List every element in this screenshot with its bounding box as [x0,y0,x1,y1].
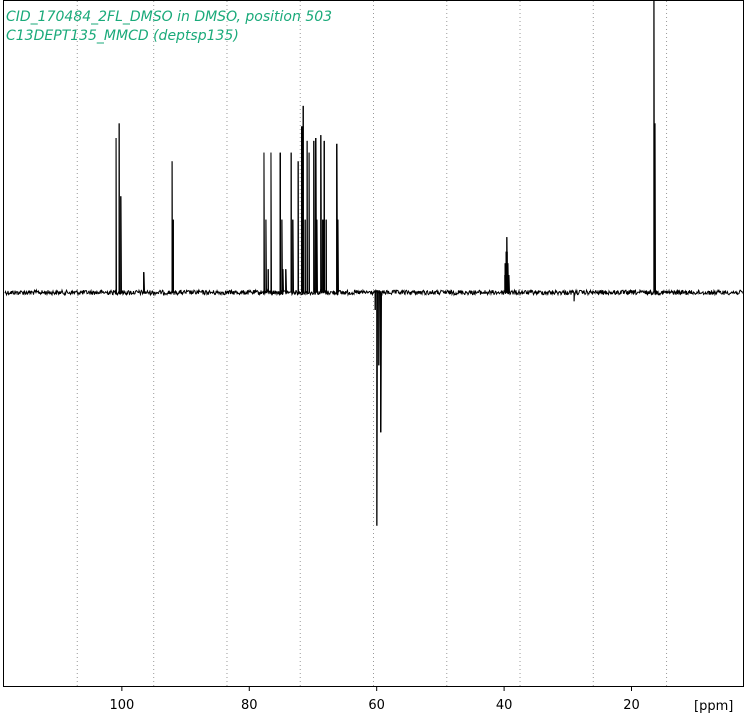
x-tick-label-60: 60 [368,698,385,713]
x-tick-label-80: 80 [241,698,258,713]
x-tick-label-100: 100 [109,698,134,713]
x-tick-label-20: 20 [623,698,640,713]
chart-title-line-2: C13DEPT135_MMCD (deptsp135) [6,28,239,44]
x-axis-unit-label: [ppm] [694,699,733,714]
spectrum-trace [4,0,743,526]
chart-title-line-1: CID_170484_2FL_DMSO in DMSO, position 50… [6,9,332,25]
x-tick-label-40: 40 [496,698,513,713]
plot-frame [3,0,744,687]
spectrum-layer [4,0,743,526]
x-axis-ticks: 100 80 60 40 20 [109,686,640,713]
